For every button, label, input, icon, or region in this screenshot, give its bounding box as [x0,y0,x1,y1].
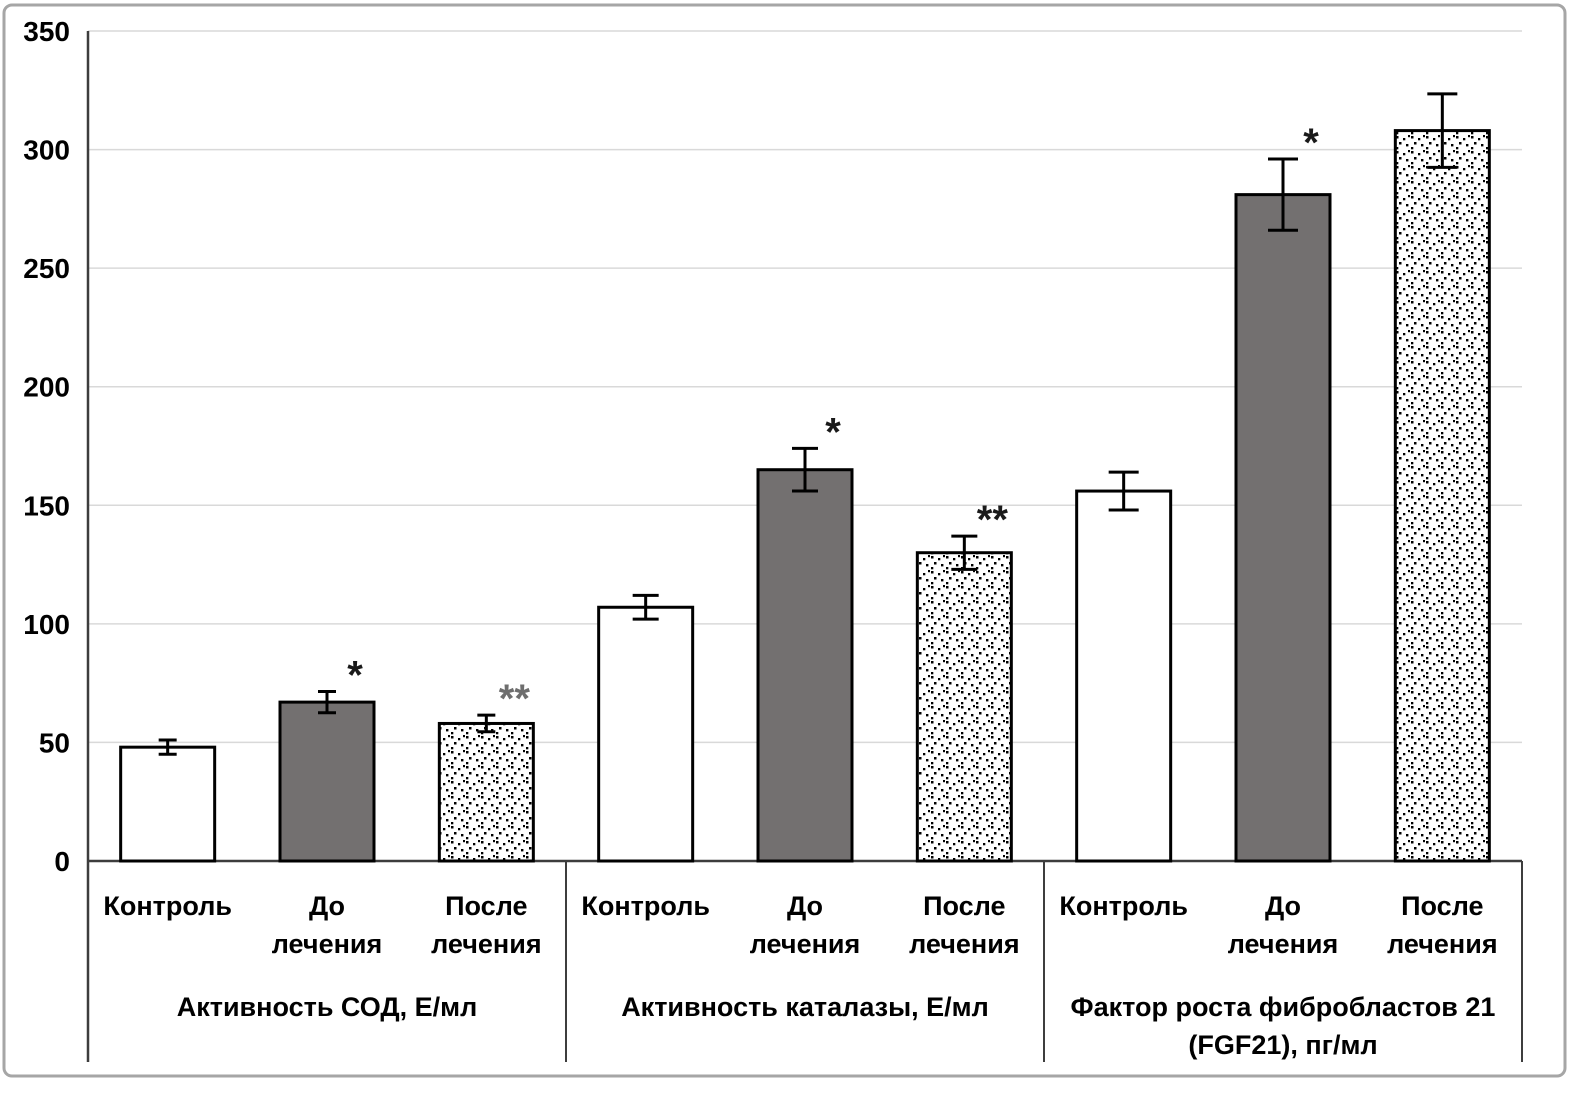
y-tick-label: 150 [23,490,70,521]
bar-after [915,551,1013,863]
bar-control [119,745,217,863]
group-title: Активность каталазы, Е/мл [621,992,989,1022]
bar-after [437,721,535,863]
significance-marker: * [1303,121,1319,165]
bar-before [1234,193,1332,863]
bar-before [756,468,854,863]
bar-before [278,700,376,863]
significance-marker: * [825,410,841,454]
y-tick-label: 250 [23,253,70,284]
y-tick-label: 200 [23,372,70,403]
y-tick-label: 350 [23,16,70,47]
bar-control [1075,489,1173,863]
y-tick-label: 300 [23,135,70,166]
category-label: Контроль [1059,891,1188,921]
category-label: После [1401,891,1483,921]
category-label: До [787,891,823,921]
category-label: лечения [431,929,542,959]
bar-control [597,605,695,863]
plot-area: 0 50 100 150 200 250 300 350 Контроль * До лечения *… [23,16,1523,1062]
significance-marker: * [347,653,363,697]
category-label: лечения [272,929,383,959]
category-label: После [923,891,1005,921]
y-tick-label: 100 [23,609,70,640]
outer-border [2,3,1567,1078]
group-title: Активность СОД, Е/мл [177,992,478,1022]
category-label: Контроль [103,891,232,921]
bar-after [1393,129,1491,863]
y-tick-label: 50 [39,727,70,758]
category-label: До [1265,891,1301,921]
y-tick-label: 0 [54,846,70,877]
category-label: Контроль [581,891,710,921]
category-label: лечения [750,929,861,959]
category-label: лечения [1387,929,1498,959]
category-label: После [445,891,527,921]
category-label: лечения [909,929,1020,959]
group-title: (FGF21), пг/мл [1188,1030,1377,1060]
group-title: Фактор роста фибробластов 21 [1071,992,1496,1022]
category-label: До [309,891,345,921]
significance-marker: ** [499,677,531,721]
significance-marker: ** [977,498,1009,542]
category-label: лечения [1228,929,1339,959]
